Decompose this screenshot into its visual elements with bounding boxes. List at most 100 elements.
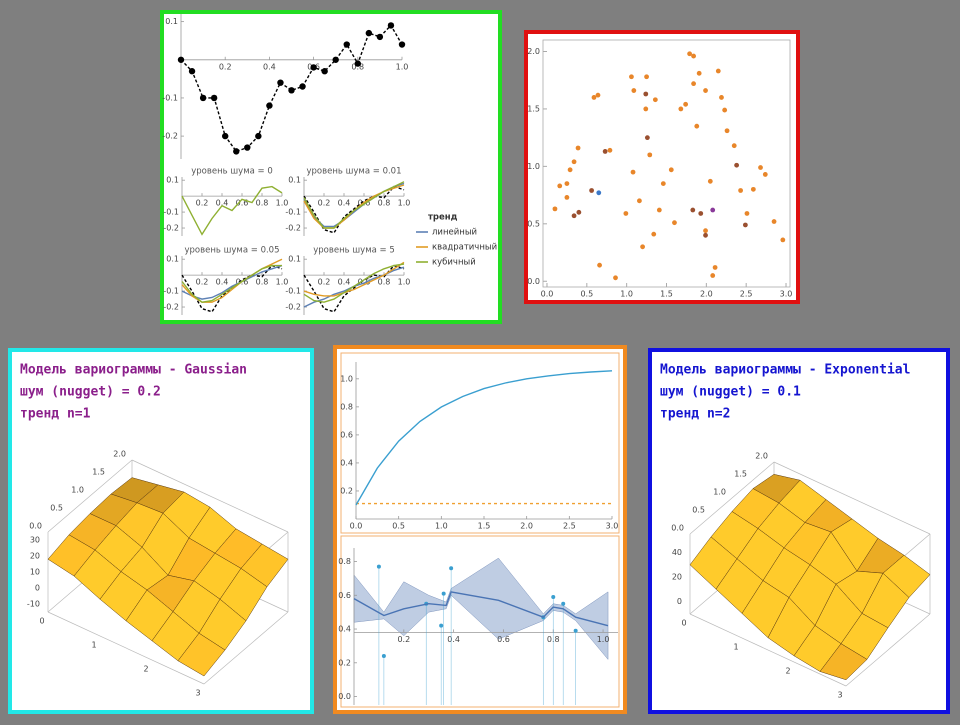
y-tick-label: 1.0 — [527, 162, 540, 171]
x-tick-label: 0.0 — [541, 290, 554, 299]
point — [557, 183, 563, 189]
point — [719, 95, 724, 100]
y-tick-label: -0.2 — [163, 224, 179, 233]
point — [710, 273, 716, 278]
series-line — [181, 264, 282, 303]
x-tick-label: 0.2 — [196, 199, 209, 208]
point — [640, 244, 645, 250]
point — [742, 222, 748, 228]
marker — [288, 87, 295, 94]
x-tick-label: 0.8 — [378, 199, 391, 208]
x-tick-label: 0.8 — [378, 278, 391, 287]
point — [731, 143, 737, 149]
x-tick-label: 0.6 — [236, 199, 249, 208]
marker — [210, 94, 218, 102]
point — [712, 265, 718, 270]
point — [724, 128, 730, 134]
x-tick-label: 0.4 — [216, 278, 229, 287]
x-tick-label: 0.4 — [338, 199, 351, 208]
point — [683, 101, 689, 107]
point — [647, 152, 653, 158]
point — [449, 566, 454, 571]
point — [694, 123, 700, 129]
point — [552, 206, 558, 212]
y-tick-label: 0.0 — [29, 522, 42, 531]
z-tick-label: 10 — [30, 568, 40, 577]
z-tick-label: -10 — [27, 600, 40, 609]
point — [668, 167, 674, 173]
point — [571, 213, 577, 219]
y-tick-label: 0.5 — [692, 506, 705, 515]
point — [571, 159, 577, 165]
y-tick-label: -0.1 — [162, 93, 178, 102]
point — [656, 207, 662, 213]
y-tick-label: 0.2 — [340, 486, 353, 495]
point — [651, 231, 657, 237]
panel-title: Модель вариограммы - Exponential — [660, 363, 910, 378]
panel-title: тренд n=1 — [20, 407, 91, 422]
y-tick-label: 0.0 — [527, 277, 540, 286]
point — [771, 219, 777, 224]
panel-title: шум (nugget) = 0.1 — [660, 385, 801, 400]
x-tick-label: 0.4 — [216, 199, 229, 208]
panel-title: уровень шума = 0.05 — [184, 246, 279, 256]
series-line — [303, 263, 405, 303]
x-tick-label: 0.2 — [318, 278, 331, 287]
panel-title: уровень шума = 0 — [191, 167, 273, 177]
x-tick-label: 2.5 — [740, 290, 753, 299]
legend-label: квадратичный — [432, 243, 497, 253]
series-line — [180, 24, 403, 153]
box-edge — [773, 461, 931, 535]
point — [710, 207, 716, 213]
x-tick-label: 0.2 — [196, 278, 209, 287]
point — [644, 135, 650, 141]
x-tick-label: 1.5 — [478, 522, 491, 531]
point — [623, 211, 629, 216]
y-tick-label: 0.6 — [338, 591, 351, 600]
marker — [222, 132, 229, 140]
x-tick-label: 3 — [837, 691, 842, 700]
y-tick-label: 0.1 — [166, 176, 179, 185]
panel-title: тренд n=2 — [660, 407, 730, 422]
panel-frame — [160, 10, 502, 324]
panel-frame — [333, 345, 627, 714]
y-tick-label: 0.0 — [338, 692, 351, 701]
series-line — [303, 181, 405, 229]
panel-title: шум (nugget) = 0.2 — [20, 385, 161, 400]
point — [703, 88, 708, 93]
x-tick-label: 0.4 — [447, 635, 460, 644]
point — [567, 167, 573, 173]
y-tick-label: -0.2 — [163, 303, 179, 312]
y-tick-label: 2.0 — [755, 452, 768, 461]
y-tick-label: -0.2 — [162, 132, 178, 141]
surface-patch — [177, 632, 226, 677]
x-tick-label: 0.5 — [580, 290, 593, 299]
marker — [398, 41, 406, 48]
marker — [332, 56, 339, 63]
marker — [343, 41, 350, 48]
x-tick-label: 0.6 — [358, 278, 371, 287]
box-edge — [47, 611, 205, 685]
point — [644, 74, 649, 80]
x-tick-label: 2 — [143, 665, 148, 674]
x-tick-label: 0.0 — [350, 522, 363, 531]
x-tick-label: 1.0 — [597, 635, 610, 644]
y-tick-label: -0.1 — [163, 208, 179, 217]
x-tick-label: 0.4 — [263, 62, 276, 71]
marker — [188, 68, 196, 75]
y-tick-label: 0.0 — [671, 524, 684, 533]
y-tick-label: -0.2 — [285, 303, 301, 312]
y-tick-label: 1.5 — [92, 468, 105, 477]
point — [441, 591, 446, 596]
marker — [233, 148, 240, 155]
y-tick-label: 0.8 — [340, 402, 353, 411]
y-tick-label: 2.0 — [527, 47, 540, 56]
y-tick-label: 0.6 — [340, 430, 353, 439]
point — [738, 188, 743, 193]
y-tick-label: 0.1 — [288, 255, 301, 264]
marker — [277, 79, 284, 86]
point — [744, 211, 750, 216]
x-tick-label: 1.0 — [396, 62, 409, 71]
marker — [310, 64, 317, 71]
point — [630, 169, 636, 175]
